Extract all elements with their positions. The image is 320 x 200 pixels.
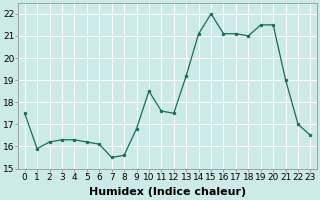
- X-axis label: Humidex (Indice chaleur): Humidex (Indice chaleur): [89, 187, 246, 197]
